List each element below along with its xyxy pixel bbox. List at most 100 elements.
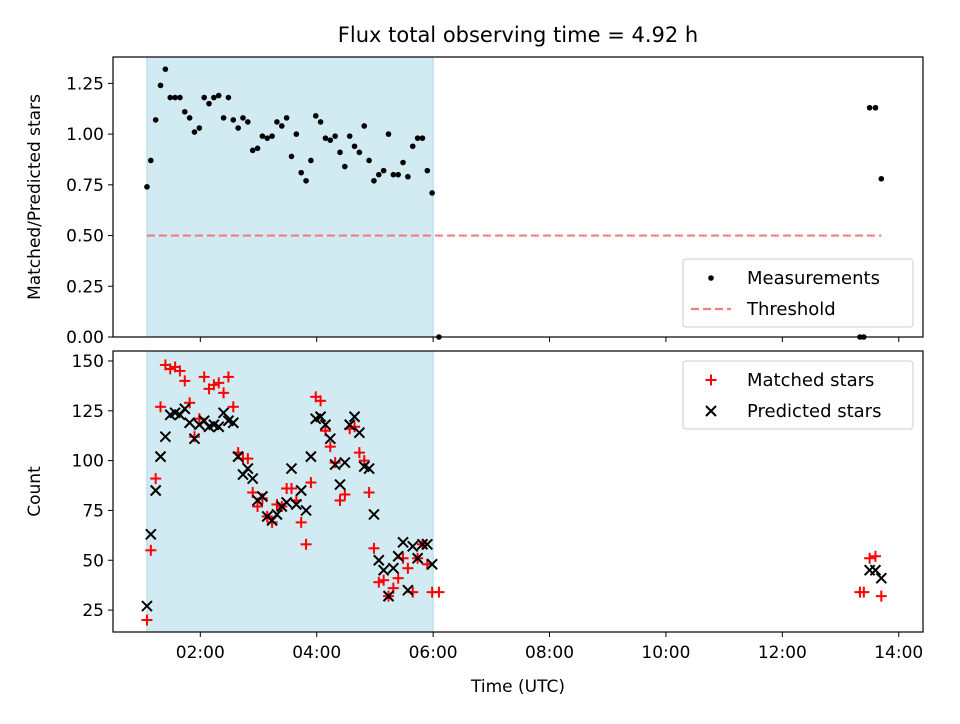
matched-star-point bbox=[353, 447, 365, 459]
measurement-point bbox=[366, 157, 372, 164]
axes-frame bbox=[112, 350, 924, 633]
predicted-star-point bbox=[869, 564, 882, 576]
measurement-point bbox=[342, 163, 348, 170]
predicted-star-point bbox=[179, 403, 191, 415]
predicted-star-point bbox=[426, 558, 438, 570]
matched-star-point bbox=[402, 562, 414, 574]
measurement-point bbox=[390, 171, 397, 178]
legend-label: Threshold bbox=[746, 299, 836, 320]
measurement-point bbox=[245, 119, 251, 125]
legend: Matched stars Predicted stars bbox=[682, 360, 914, 430]
measurement-point bbox=[293, 131, 300, 137]
matched-star-point bbox=[141, 614, 153, 626]
measurement-point bbox=[414, 135, 421, 141]
predicted-star-point bbox=[256, 490, 269, 503]
y-axis-label: Matched/Predicted stars bbox=[25, 94, 45, 300]
data-layer bbox=[144, 66, 885, 340]
matched-star-point bbox=[218, 387, 230, 399]
matched-star-point bbox=[858, 586, 870, 598]
observing-window-shade bbox=[146, 350, 434, 633]
legend: Measurements Threshold bbox=[682, 258, 914, 328]
predicted-star-point bbox=[373, 554, 385, 566]
predicted-star-point bbox=[154, 450, 167, 463]
y-tick-label: 0.50 bbox=[66, 227, 104, 247]
measurement-point bbox=[220, 115, 227, 121]
matched-star-point bbox=[339, 488, 351, 500]
predicted-star-point bbox=[305, 450, 317, 463]
measurement-point bbox=[162, 66, 169, 72]
measurement-point bbox=[361, 123, 368, 129]
matched-star-point bbox=[378, 574, 390, 586]
measurement-point bbox=[148, 157, 154, 164]
matched-star-point bbox=[864, 552, 876, 564]
predicted-star-point bbox=[377, 564, 390, 576]
predicted-star-point bbox=[363, 462, 375, 475]
panel-top-measurements: 0.00 0.25 0.50 0.75 1.00 1.25 Matched/Predicte… bbox=[25, 56, 924, 348]
x-tick-label: 04:00 bbox=[292, 643, 341, 663]
measurement-point bbox=[308, 157, 314, 164]
matched-star-point bbox=[150, 473, 162, 485]
measurement-point bbox=[419, 135, 426, 141]
predicted-star-point bbox=[280, 496, 293, 509]
measurement-point bbox=[322, 135, 329, 141]
y-tick-label: 50 bbox=[82, 551, 104, 571]
x-tick-label: 02:00 bbox=[176, 643, 225, 663]
legend-plus-marker bbox=[705, 374, 717, 386]
measurement-point bbox=[298, 169, 304, 176]
predicted-star-point bbox=[246, 472, 259, 485]
predicted-star-point bbox=[300, 504, 312, 517]
measurement-point bbox=[878, 175, 885, 182]
matched-star-point bbox=[334, 494, 346, 506]
matched-star-point bbox=[392, 572, 404, 584]
measurement-point bbox=[872, 104, 879, 111]
legend-box bbox=[682, 258, 914, 328]
legend-label: Measurements bbox=[747, 268, 880, 289]
predicted-star-point bbox=[407, 540, 419, 553]
x-tick-label: 12:00 bbox=[758, 643, 807, 663]
y-tick-label: 0.75 bbox=[66, 176, 104, 196]
matched-star-point bbox=[305, 477, 317, 489]
matched-star-point bbox=[155, 401, 167, 413]
measurement-point bbox=[405, 173, 411, 180]
predicted-star-point bbox=[353, 427, 366, 439]
y-tick-label: 150 bbox=[72, 352, 104, 372]
measurement-point bbox=[375, 171, 382, 178]
predicted-star-point bbox=[188, 432, 201, 445]
predicted-star-point bbox=[343, 419, 356, 431]
x-tick-label: 10:00 bbox=[641, 643, 690, 663]
measurement-point bbox=[312, 113, 319, 119]
measurement-point bbox=[288, 153, 295, 160]
predicted-star-point bbox=[295, 484, 307, 497]
matched-star-point bbox=[368, 542, 380, 554]
measurement-point bbox=[327, 137, 334, 143]
measurement-point bbox=[278, 123, 285, 129]
x-tick-label: 08:00 bbox=[525, 643, 574, 663]
measurement-point bbox=[191, 129, 198, 135]
predicted-star-point bbox=[402, 584, 414, 596]
measurement-point bbox=[283, 115, 290, 121]
matched-star-point bbox=[184, 397, 196, 409]
y-tick-label: 1.00 bbox=[66, 125, 104, 145]
matched-star-point bbox=[222, 371, 234, 383]
measurement-point bbox=[235, 125, 241, 131]
matched-star-point bbox=[242, 453, 254, 465]
y-tick-label: 75 bbox=[82, 501, 104, 521]
matched-star-point bbox=[213, 377, 225, 389]
measurement-point bbox=[215, 92, 222, 99]
matched-star-point bbox=[295, 516, 307, 528]
matched-star-point bbox=[145, 544, 157, 556]
predicted-star-point bbox=[242, 462, 254, 475]
x-axis-label: Time (UTC) bbox=[470, 677, 565, 697]
predicted-star-point bbox=[141, 600, 153, 612]
measurement-point bbox=[274, 119, 280, 125]
x-tick-label: 06:00 bbox=[409, 643, 458, 663]
observing-window-shade bbox=[146, 56, 434, 338]
matched-star-point bbox=[300, 538, 312, 550]
predicted-star-point bbox=[368, 508, 380, 521]
predicted-star-point bbox=[217, 407, 230, 419]
panel-bottom-counts: 25 50 75 100 125 150 02:00 04:00 06:00 08:00 10:00… bbox=[25, 350, 924, 697]
measurement-point bbox=[167, 94, 174, 101]
measurement-point bbox=[346, 133, 353, 139]
measurement-point bbox=[172, 94, 178, 101]
